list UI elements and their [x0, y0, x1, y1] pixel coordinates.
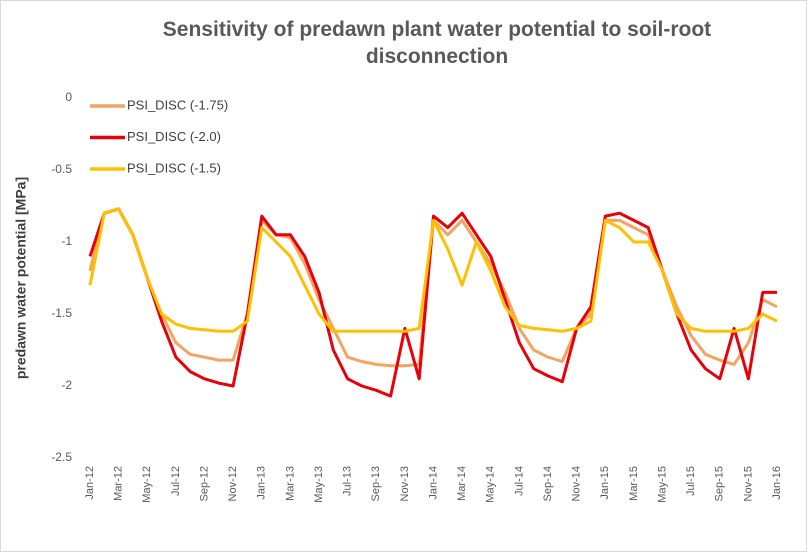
y-tick-label: -2.5	[51, 450, 72, 464]
y-tick-label: 0	[65, 90, 72, 104]
x-tick-label: Jul-14	[513, 466, 525, 496]
x-tick-label: May-14	[485, 466, 497, 503]
x-tick-label: Nov-14	[571, 466, 583, 501]
x-tick-label: Jul-15	[685, 466, 697, 496]
series-line	[88, 207, 778, 333]
x-tick-label: Nov-13	[399, 466, 411, 501]
legend-label: PSI_DISC (-1.5)	[127, 160, 221, 175]
y-tick-label: -1	[61, 234, 72, 248]
x-tick-label: Mar-13	[284, 466, 296, 501]
x-tick-label: Sep-15	[714, 466, 726, 501]
legend-label: PSI_DISC (-2.0)	[127, 129, 221, 144]
y-axis-label: predawn water potential [MPa]	[13, 177, 29, 379]
x-tick-label: May-15	[656, 466, 668, 503]
y-tick-label: -1.5	[51, 306, 72, 320]
x-tick-label: Jan-14	[427, 466, 439, 500]
x-tick-label: Nov-12	[227, 466, 239, 501]
x-tick-label: Jan-12	[84, 466, 96, 500]
x-tick-label: Jul-12	[170, 466, 182, 496]
x-tick-label: Jan-15	[599, 466, 611, 500]
x-tick-label: Mar-14	[456, 466, 468, 501]
chart-title: Sensitivity of predawn plant water poten…	[162, 18, 712, 68]
x-tick-label: Mar-15	[628, 466, 640, 501]
x-tick-label: Sep-13	[370, 466, 382, 501]
x-tick-label: May-13	[313, 466, 325, 503]
x-tick-label: Sep-14	[542, 466, 554, 501]
x-tick-label: May-12	[141, 466, 153, 503]
x-tick-label: Nov-15	[742, 466, 754, 501]
y-tick-label: -2	[61, 378, 72, 392]
x-tick-label: Jan-16	[771, 466, 783, 500]
x-tick-label: Jul-13	[342, 466, 354, 496]
y-tick-label: -0.5	[51, 162, 72, 176]
x-tick-label: Sep-12	[198, 466, 210, 501]
legend-label: PSI_DISC (-1.75)	[127, 97, 228, 112]
x-tick-label: Jan-13	[256, 466, 268, 500]
x-tick-label: Mar-12	[113, 466, 125, 501]
